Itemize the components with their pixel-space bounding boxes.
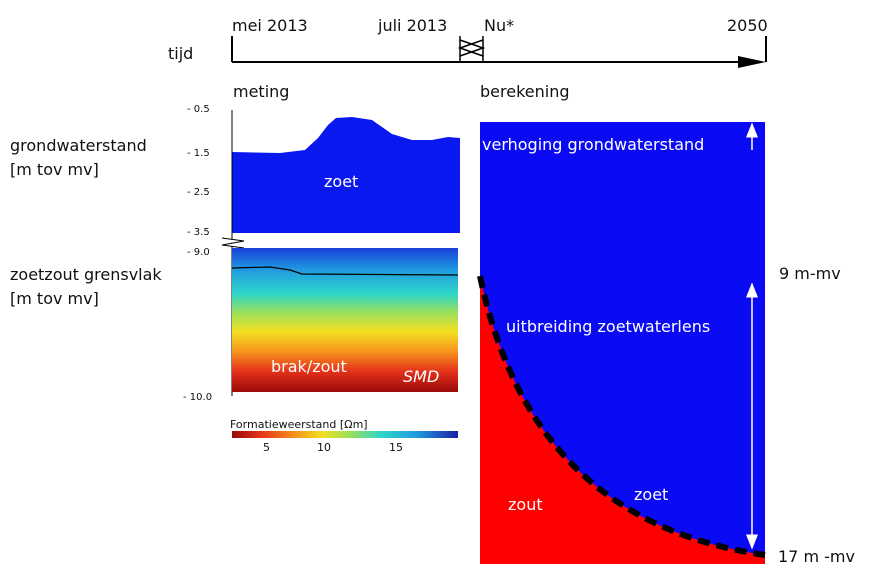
row-label: zoetzout grensvlak [10, 265, 162, 284]
depth-tick: - 1.5 [187, 148, 210, 159]
region-label: zoet [324, 172, 358, 191]
region-label: zoet [634, 485, 668, 504]
colorbar-title: Formatieweerstand [Ωm] [230, 418, 368, 431]
time-label: juli 2013 [377, 16, 447, 35]
annotation: verhoging grondwaterstand [482, 135, 704, 154]
colorbar-tick: 10 [317, 441, 331, 454]
row-unit: [m tov mv] [10, 160, 99, 179]
depth-tick: - 9.0 [187, 247, 210, 258]
region-label: zout [508, 495, 543, 514]
depth-label: 9 m-mv [779, 264, 841, 283]
axis-break [222, 238, 244, 248]
colorbar [232, 431, 458, 438]
source-label: SMD [403, 367, 439, 386]
axis-label: tijd [168, 44, 193, 63]
time-arrow [738, 56, 766, 68]
colorbar-tick: 5 [263, 441, 270, 454]
diagram: mei 2013 juli 2013 Nu* 2050 tijd grondwa… [0, 0, 874, 564]
row-label: grondwaterstand [10, 136, 147, 155]
panel-title: meting [233, 82, 289, 101]
time-label: mei 2013 [232, 16, 308, 35]
depth-tick: - 2.5 [187, 187, 210, 198]
depth-tick: - 0.5 [187, 104, 210, 115]
region-label: brak/zout [271, 357, 347, 376]
depth-tick: - 3.5 [187, 227, 210, 238]
row-unit: [m tov mv] [10, 289, 99, 308]
depth-tick: - 10.0 [183, 392, 212, 403]
timeline: mei 2013 juli 2013 Nu* 2050 tijd [168, 16, 768, 68]
colorbar-tick: 15 [389, 441, 403, 454]
time-label: 2050 [727, 16, 768, 35]
depth-label: 17 m -mv [778, 547, 855, 564]
panel-title: berekening [480, 82, 570, 101]
time-label: Nu* [484, 16, 514, 35]
annotation: uitbreiding zoetwaterlens [506, 317, 710, 336]
break-symbol [460, 36, 483, 62]
